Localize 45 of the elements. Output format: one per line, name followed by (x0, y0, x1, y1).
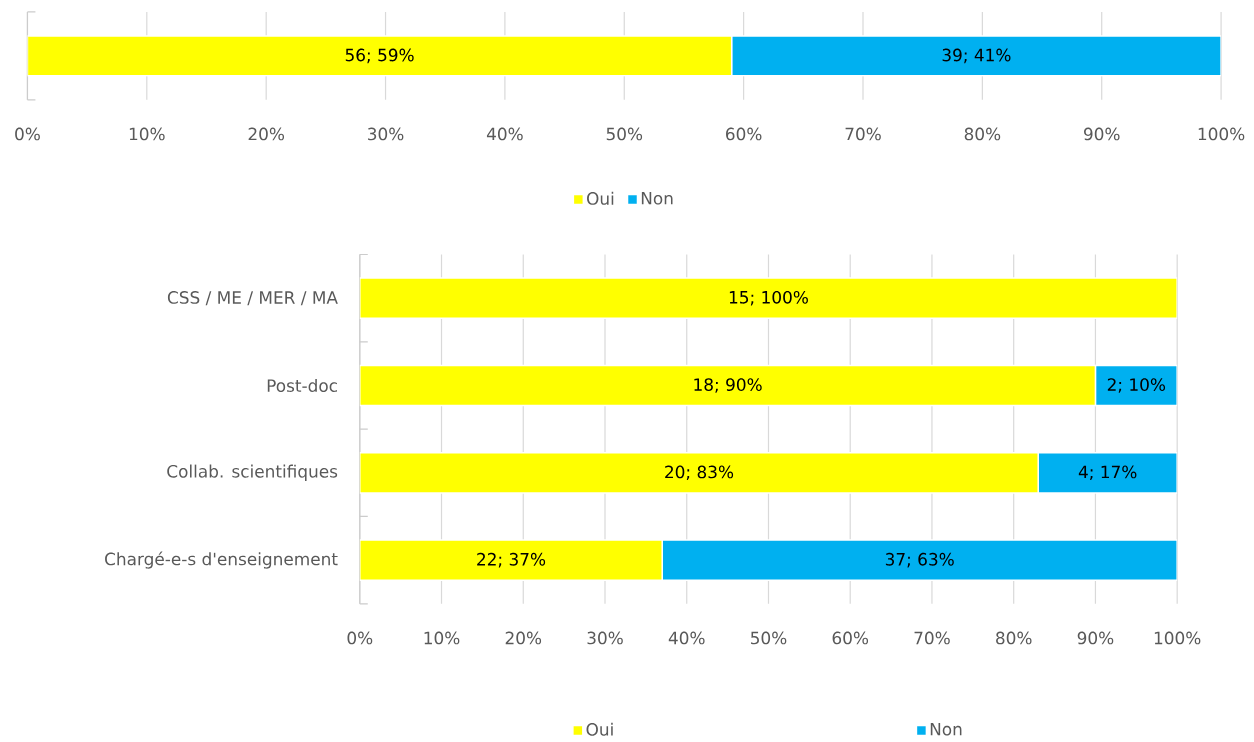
x-tick-label: 0% (15, 127, 40, 141)
x-tick-label: 100% (1198, 127, 1245, 141)
data-label: 18; 90% (694, 378, 762, 393)
bar (359, 451, 1039, 494)
data-label: 22; 37% (477, 552, 546, 568)
x-tick-label: 10% (129, 127, 165, 141)
legend-label: Oui (587, 191, 614, 205)
data-label: 4; 17% (1078, 465, 1137, 481)
data-label: 20; 83% (665, 465, 734, 481)
data-label: 39; 41% (942, 48, 1011, 64)
x-tick-label: 0% (347, 631, 373, 645)
y-tick-label: Chargé-e-s d'enseignement (105, 551, 338, 569)
data-label: 37; 63% (885, 552, 954, 568)
x-tick-label: 40% (486, 127, 523, 141)
y-tick-label: Post-doc (267, 378, 337, 392)
y-tick-label: CSS / ME / MER / MA (167, 291, 338, 306)
legend-label: Non (930, 722, 962, 736)
x-tick-label: 30% (587, 631, 623, 645)
data-label: 15; 100% (729, 290, 808, 306)
x-tick-label: 90% (1084, 127, 1120, 141)
data-label: 56; 59% (345, 48, 414, 64)
bar (1037, 451, 1178, 494)
x-tick-label: 50% (751, 631, 787, 645)
x-tick-label: 20% (505, 631, 542, 645)
x-tick-label: 20% (248, 127, 285, 141)
x-tick-label: 10% (424, 631, 460, 645)
x-tick-label: 60% (726, 127, 762, 141)
x-tick-label: 70% (914, 631, 950, 645)
x-tick-label: 50% (606, 127, 643, 141)
x-tick-label: 70% (845, 127, 881, 141)
x-tick-label: 100% (1154, 631, 1201, 645)
x-tick-label: 80% (996, 631, 1032, 645)
legend-label: Non (641, 192, 673, 205)
bar (661, 539, 1178, 581)
x-tick-label: 40% (668, 631, 705, 645)
y-tick-label: Collab. scientifiques (167, 464, 338, 481)
legend-label: Oui (586, 722, 613, 736)
bar (359, 539, 663, 581)
bar (359, 364, 1097, 407)
data-label: 2; 10% (1107, 378, 1166, 393)
x-tick-label: 80% (964, 127, 1001, 141)
x-tick-label: 30% (368, 127, 404, 141)
bar (359, 277, 1178, 319)
x-tick-label: 60% (832, 631, 869, 645)
x-tick-label: 90% (1077, 631, 1114, 645)
